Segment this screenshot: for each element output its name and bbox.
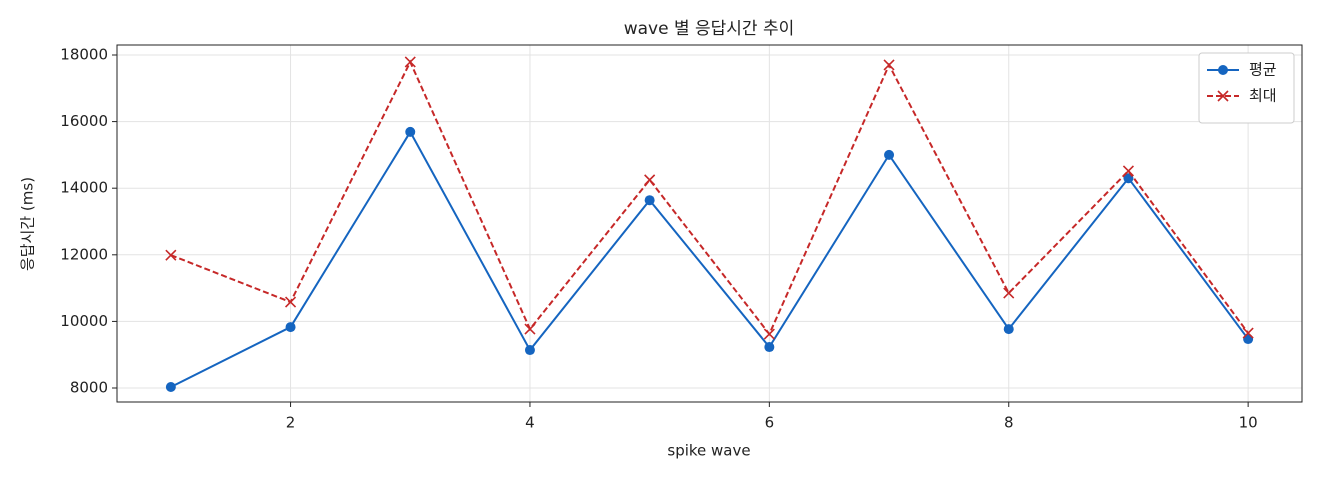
data-point — [405, 126, 416, 137]
legend-label: 최대 — [1249, 87, 1277, 105]
y-axis-label: 응답시간 (ms) — [19, 177, 37, 271]
data-point — [1003, 324, 1014, 335]
y-tick-label: 18000 — [60, 45, 108, 63]
data-point — [284, 296, 297, 308]
data-point — [1122, 165, 1135, 177]
data-point — [285, 322, 296, 333]
x-tick-label: 6 — [765, 414, 775, 432]
x-tick-label: 8 — [1004, 414, 1014, 432]
data-point — [404, 56, 416, 68]
legend-marker — [1217, 90, 1229, 102]
x-tick-label: 4 — [525, 414, 535, 432]
y-tick-label: 16000 — [60, 112, 108, 130]
data-point — [524, 323, 536, 335]
y-tick-label: 10000 — [60, 312, 108, 330]
data-point — [165, 382, 176, 393]
data-point — [644, 174, 656, 186]
data-point — [883, 59, 895, 71]
x-axis-label: spike wave — [667, 442, 750, 460]
legend-box — [1198, 52, 1295, 124]
x-tick-label: 10 — [1239, 414, 1258, 432]
legend-marker — [1218, 65, 1228, 75]
series-line — [170, 129, 1249, 388]
y-tick-label: 8000 — [70, 379, 108, 397]
plot-frame — [116, 44, 1303, 403]
y-tick-label: 12000 — [60, 245, 108, 263]
data-point — [764, 342, 775, 353]
data-point — [1003, 287, 1015, 299]
data-point — [1242, 327, 1254, 339]
data-point — [165, 249, 177, 261]
series-line — [170, 59, 1249, 336]
data-point — [884, 149, 895, 160]
data-point — [644, 195, 655, 206]
x-tick-label: 2 — [286, 414, 296, 432]
data-point — [763, 328, 775, 340]
y-tick-label: 14000 — [60, 179, 108, 197]
data-point — [524, 345, 535, 356]
chart-title: wave 별 응답시간 추이 — [624, 19, 795, 39]
legend-label: 평균 — [1249, 61, 1277, 79]
